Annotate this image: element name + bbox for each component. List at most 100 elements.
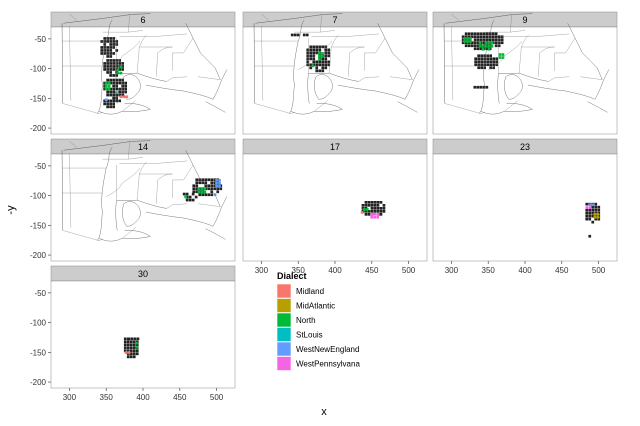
county-cell [585,214,589,218]
county-cell [198,193,202,197]
y-axis-label: -y [5,205,17,215]
county-cell [106,87,109,91]
y-tick-label: -200 [30,378,47,387]
county-cell [483,66,486,70]
county-cell [109,46,113,49]
county-cluster [498,53,505,59]
county-cell [126,343,130,347]
county-cell [485,47,489,51]
county-cell [376,201,380,204]
county-cell [305,33,309,37]
county-cell [367,201,371,204]
county-cell [479,47,483,51]
county-cell [185,198,189,202]
y-tick-label: -100 [30,319,47,328]
county-cell [198,181,202,185]
x-tick-label: 500 [210,393,224,402]
county-cell [591,220,595,224]
county-cell [133,337,137,341]
county-cell [195,187,199,191]
county-cell [204,178,208,182]
county-cell [327,51,331,55]
county-cell [103,49,107,52]
plot-area [242,153,428,262]
legend-swatch [276,341,292,357]
county-cell [366,208,369,211]
x-tick-label: 450 [365,266,379,275]
county-cell [112,43,116,46]
county-cell [112,40,116,43]
county-cell [306,54,310,58]
county-cell [109,90,112,94]
county-cell [182,192,186,196]
county-cluster [363,208,369,211]
county-cell [585,217,589,221]
legend-label: StLouis [296,331,323,340]
county-cell [103,62,106,65]
county-cell [124,87,127,91]
county-cell [124,81,127,85]
county-cell [132,355,136,359]
legend-label: WestNewEngland [296,345,359,354]
county-cell [215,179,218,182]
county-cell [485,38,489,42]
county-cell [109,49,113,52]
county-cell [473,38,477,42]
facet-panel-17: 17 [242,13,428,262]
county-cell [106,93,109,97]
county-cell [361,207,365,210]
county-cell [474,57,477,61]
county-cell [118,93,121,97]
county-cell [476,44,480,48]
county-cell [588,214,592,218]
county-cell [491,32,495,36]
county-cell [135,345,139,349]
county-cell [373,212,377,216]
county-cell [203,190,207,194]
county-cell [309,51,313,55]
facet-panel-9: 9 [432,11,618,135]
county-cell [370,201,374,204]
county-cell [135,349,139,353]
county-cell [106,40,110,43]
facet-label: 14 [138,142,148,152]
county-cell [201,193,205,197]
y-tick-label: -50 [34,162,46,171]
county-cell [464,44,468,48]
county-cell [191,198,195,202]
county-cell [103,84,106,88]
county-cell [592,203,595,207]
county-cell [501,56,505,59]
county-cell [192,187,196,191]
county-cell [106,90,109,94]
county-cell [100,46,104,49]
county-cell [597,208,601,212]
county-cell [126,346,130,350]
county-cell [500,35,504,39]
county-cell [327,48,331,52]
plot-area [432,26,618,135]
y-tick-label: -50 [34,289,46,298]
county-cell [302,33,306,37]
county-cell [121,62,124,65]
county-cell [488,35,492,39]
county-cell [207,178,211,182]
county-cell [327,60,331,64]
county-cell [121,65,124,68]
county-cell [312,48,316,52]
county-cell [490,41,494,45]
county-cell [118,99,121,103]
county-cell [495,60,498,64]
county-cell [379,201,383,204]
county-cell [136,337,140,341]
y-tick-label: -150 [30,94,47,103]
county-cell [463,37,466,40]
county-cell [494,44,498,48]
county-cluster [585,206,592,209]
county-cell [309,45,313,49]
county-cell [207,187,211,191]
county-cell [497,38,501,42]
county-cell [470,44,474,48]
county-cluster [463,37,472,43]
county-cell [589,203,592,207]
